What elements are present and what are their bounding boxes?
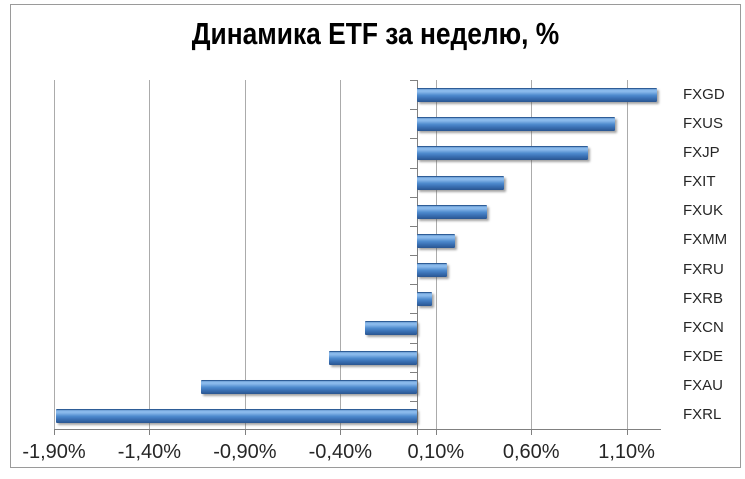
bar-fxau [201,379,417,394]
value-axis-label: -0,40% [308,441,372,463]
bar-fxrb [416,292,432,307]
category-label-fxuk: FXUK [683,202,724,220]
value-axis-label: -1,40% [117,441,182,463]
bar-fxmm [416,233,455,248]
value-axis-tick [626,430,628,435]
category-axis-tick [409,371,417,373]
category-axis-tick [409,167,417,169]
bar-fxuk [416,204,488,219]
gridline [626,80,628,430]
category-axis-tick [409,196,417,198]
value-axis-tick [149,430,151,435]
gridline [435,80,437,430]
category-label-fxde: FXDE [683,348,724,366]
bar-fxjp [416,146,589,161]
category-label-fxru: FXRU [683,260,724,278]
value-axis-line [54,429,661,430]
value-axis-label: -0,90% [213,441,277,463]
value-axis-tick [531,430,533,435]
category-axis-labels: FXGD FXUS FXJP FXIT FXUK FXMM FXRU FXRB FXCN FXDE… [683,80,743,430]
value-axis-tick [54,430,55,435]
value-axis-label: 0,10% [407,441,465,463]
chart-frame: Динамика ETF за неделю, % FXGD FXUS FXJP FX… [10,4,741,468]
category-axis-tick [409,138,417,140]
category-axis-tick [409,255,417,256]
category-axis-tick [409,284,417,286]
gridline [340,80,342,430]
value-axis-tick [244,430,246,435]
value-axis-tick [340,430,342,435]
chart-title: Динамика ETF за неделю, % [191,16,560,51]
value-axis-labels: -1,90% -1,40% -0,90% -0,40% 0,10% 0,60% 1,10% [22,441,661,465]
bar-fxcn [365,321,417,336]
category-label-fxau: FXAU [683,377,724,395]
plot-area [54,80,661,435]
gridline [531,80,533,430]
category-axis-tick [409,109,417,111]
bar-fxus [416,117,616,132]
category-axis-tick [409,313,417,315]
bar-fxde [328,350,417,365]
category-axis-tick [409,400,417,402]
value-axis-label: 1,10% [598,441,655,463]
bar-fxru [416,263,448,277]
category-label-fxus: FXUS [683,114,724,132]
category-label-fxcn: FXCN [683,318,724,336]
value-axis-label: 0,60% [502,441,560,463]
category-axis-line [416,80,418,430]
category-label-fxrb: FXRB [683,289,724,307]
bar-fxit [416,175,505,190]
category-label-fxit: FXIT [683,173,716,191]
category-axis-tick [409,80,417,81]
category-axis-tick [409,429,417,430]
category-label-fxmm: FXMM [683,231,728,249]
category-label-fxrl: FXRL [683,406,722,424]
category-label-fxgd: FXGD [683,85,725,103]
bar-fxrl [55,408,417,423]
category-axis-tick [409,225,417,227]
category-label-fxjp: FXJP [683,143,720,161]
bar-fxgd [416,88,658,102]
value-axis-label: -1,90% [22,441,86,463]
category-axis-end-tick [416,430,418,435]
gridline [149,80,151,430]
gridline [244,80,246,430]
category-axis-tick [409,342,417,344]
gridline [54,80,55,430]
value-axis-tick [435,430,437,435]
